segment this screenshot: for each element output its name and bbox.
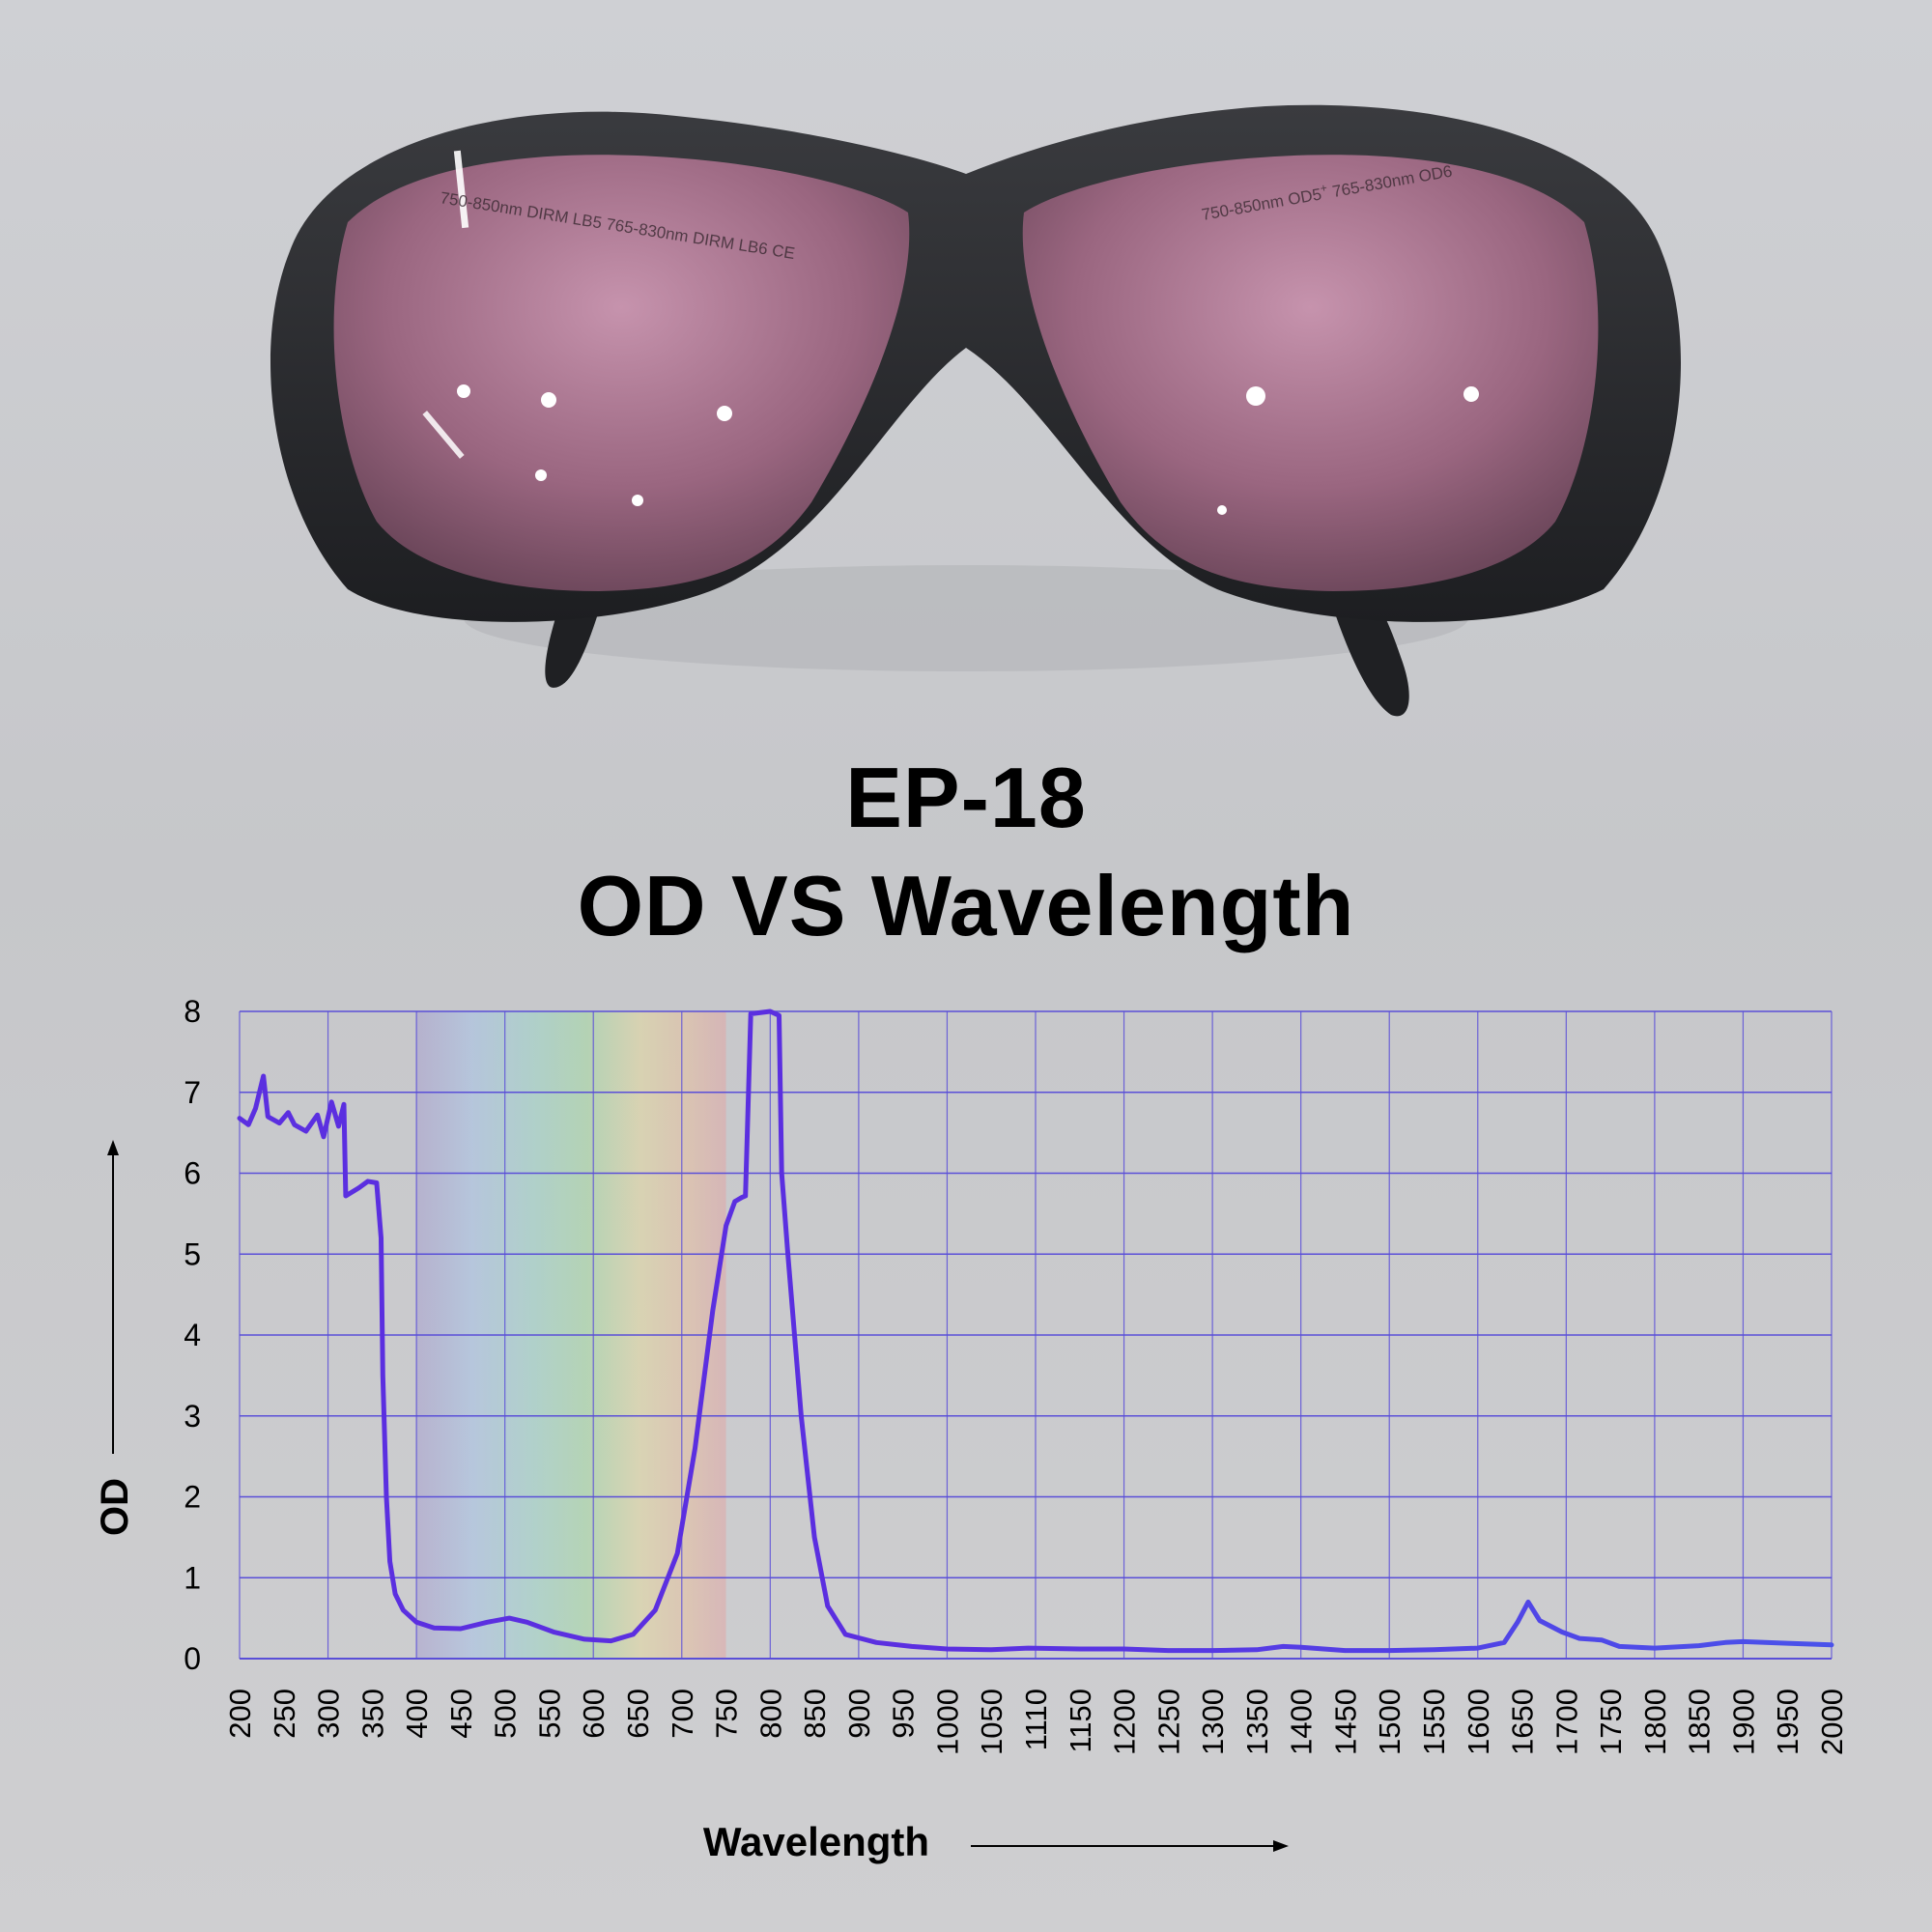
y-axis-arrowhead [107,1140,119,1155]
y-tick-label: 6 [184,1156,201,1191]
x-tick-label: 550 [532,1689,566,1739]
x-tick-label: 350 [355,1689,389,1739]
title-block: EP-18 OD VS Wavelength [0,744,1932,960]
x-axis-ticks: 200 250 300 350 400 450 500 550 600 650 700 750 800 8… [223,1689,1849,1755]
y-tick-label: 8 [184,994,201,1029]
x-tick-label: 1250 [1151,1689,1185,1755]
product-photo: 750-850nm DIRM LB5 765-830nm DIRM LB6 CE… [270,104,1681,717]
x-tick-label: 1950 [1771,1689,1804,1755]
x-axis-label: Wavelength [703,1819,929,1864]
x-tick-label: 950 [887,1689,921,1739]
x-tick-label: 1650 [1506,1689,1540,1755]
x-tick-label: 1850 [1683,1689,1717,1755]
x-tick-label: 250 [268,1689,301,1739]
y-tick-label: 1 [184,1560,201,1595]
x-tick-label: 900 [842,1689,876,1739]
y-tick-label: 3 [184,1399,201,1434]
lens-reflections [422,150,1479,515]
x-tick-label: 1110 [1019,1689,1053,1750]
glasses-shadow [464,565,1468,671]
x-tick-label: 1000 [930,1689,964,1755]
y-tick-label: 0 [184,1641,201,1676]
x-tick-label: 2000 [1815,1689,1849,1755]
x-tick-label: 650 [621,1689,655,1739]
x-tick-label: 1600 [1462,1689,1495,1755]
x-tick-label: 1450 [1328,1689,1362,1755]
right-lens-marking-sup: + [1320,181,1328,195]
x-tick-label: 700 [666,1689,699,1739]
y-axis-ticks: 0 1 2 3 4 5 6 7 8 [184,994,201,1676]
chart-title: OD VS Wavelength [577,858,1355,953]
left-lens [333,155,910,591]
x-tick-label: 450 [444,1689,478,1739]
x-tick-label: 1400 [1285,1689,1319,1755]
grid-lines [239,1010,1833,1660]
x-tick-label: 750 [710,1689,744,1739]
x-tick-label: 1900 [1726,1689,1760,1755]
od-series-line [237,1009,1834,1654]
x-tick-label: 1800 [1638,1689,1672,1755]
x-tick-label: 300 [312,1689,346,1739]
x-axis-arrowhead [1273,1840,1289,1852]
y-tick-label: 7 [184,1075,201,1110]
x-tick-label: 850 [798,1689,832,1739]
x-tick-label: 600 [577,1689,611,1739]
x-tick-label: 1300 [1196,1689,1230,1755]
x-tick-label: 400 [400,1689,434,1739]
y-axis-label-group: OD [94,1140,136,1536]
x-tick-label: 1500 [1373,1689,1406,1755]
x-tick-label: 500 [489,1689,523,1739]
x-tick-label: 1750 [1594,1689,1628,1755]
x-tick-label: 800 [753,1689,787,1739]
x-tick-label: 200 [223,1689,257,1739]
x-tick-label: 1050 [975,1689,1009,1755]
x-tick-label: 1700 [1549,1689,1583,1755]
y-axis-label: OD [94,1478,136,1536]
x-axis-label-group: Wavelength [703,1819,1289,1864]
right-lens [1022,155,1599,591]
x-tick-label: 1350 [1240,1689,1274,1755]
x-tick-label: 1150 [1064,1689,1097,1753]
x-tick-label: 1550 [1417,1689,1451,1755]
y-tick-label: 2 [184,1480,201,1515]
model-title: EP-18 [845,750,1087,845]
x-tick-label: 1200 [1108,1689,1142,1755]
y-tick-label: 4 [184,1318,201,1352]
y-tick-label: 5 [184,1236,201,1271]
